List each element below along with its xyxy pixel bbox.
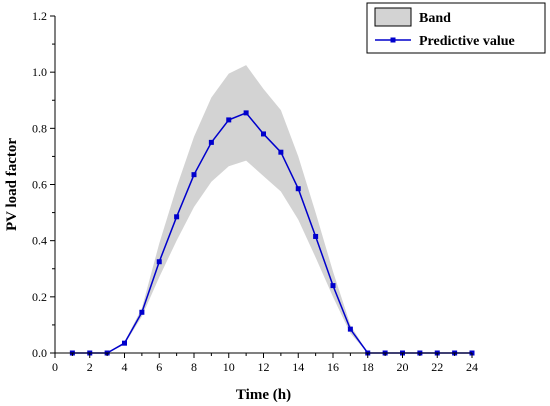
data-point — [174, 214, 180, 220]
band-layer — [72, 65, 472, 354]
x-tick-label: 16 — [327, 360, 339, 374]
data-point — [347, 326, 353, 332]
y-axis-title: PV load factor — [4, 138, 20, 231]
x-tick-label: 18 — [362, 360, 374, 374]
data-point — [139, 309, 145, 315]
x-tick-label: 8 — [191, 360, 197, 374]
y-tick-label: 1.2 — [32, 9, 47, 23]
x-tick-label: 24 — [466, 360, 478, 374]
legend-band-label: Band — [419, 11, 451, 26]
x-tick-label: 20 — [397, 360, 409, 374]
legend-series-marker — [390, 37, 396, 43]
data-point — [156, 259, 162, 265]
uncertainty-band — [72, 65, 472, 354]
x-tick-label: 12 — [258, 360, 270, 374]
data-point — [295, 186, 301, 192]
data-point — [330, 283, 336, 289]
x-tick-label: 6 — [156, 360, 162, 374]
y-tick-label: 0.6 — [32, 178, 47, 192]
data-point — [226, 117, 232, 123]
y-tick-label: 1.0 — [32, 65, 47, 79]
x-tick-label: 0 — [52, 360, 58, 374]
legend-series-label: Predictive value — [419, 34, 515, 49]
y-tick-label: 0.4 — [32, 234, 47, 248]
data-point — [278, 149, 284, 155]
x-tick-label: 10 — [223, 360, 235, 374]
data-point — [122, 340, 127, 346]
y-tick-label: 0.8 — [32, 121, 47, 135]
y-tick-label: 0.2 — [32, 290, 47, 304]
axes-layer — [54, 16, 472, 354]
x-tick-label: 22 — [431, 360, 443, 374]
x-tick-label: 2 — [87, 360, 93, 374]
x-tick-label: 14 — [292, 360, 304, 374]
data-point — [243, 110, 249, 116]
data-point — [191, 172, 197, 178]
y-tick-label: 0.0 — [32, 346, 47, 360]
legend: Band Predictive value — [366, 2, 546, 54]
x-axis-title: Time (h) — [236, 387, 291, 403]
ticks-layer: 0 2 4 6 8 10 12 14 16 18 20 22 240.00.20.40.60.81.01… — [32, 9, 478, 374]
data-point — [208, 139, 214, 145]
x-tick-label: 4 — [122, 360, 128, 374]
data-point — [313, 233, 319, 239]
legend-band-swatch — [374, 7, 412, 27]
data-point — [261, 131, 266, 137]
